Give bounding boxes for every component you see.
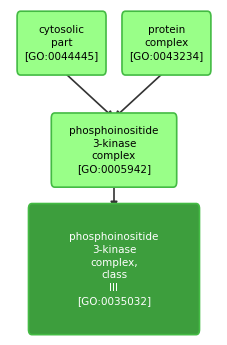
Text: phosphoinositide
3-kinase
complex
[GO:0005942]: phosphoinositide 3-kinase complex [GO:00… (69, 126, 158, 174)
FancyBboxPatch shape (17, 11, 106, 75)
Text: phosphoinositide
3-kinase
complex,
class
III
[GO:0035032]: phosphoinositide 3-kinase complex, class… (69, 232, 158, 306)
FancyBboxPatch shape (121, 11, 210, 75)
FancyBboxPatch shape (28, 204, 199, 335)
Text: cytosolic
part
[GO:0044445]: cytosolic part [GO:0044445] (24, 25, 98, 61)
FancyBboxPatch shape (51, 113, 176, 187)
Text: protein
complex
[GO:0043234]: protein complex [GO:0043234] (129, 25, 203, 61)
